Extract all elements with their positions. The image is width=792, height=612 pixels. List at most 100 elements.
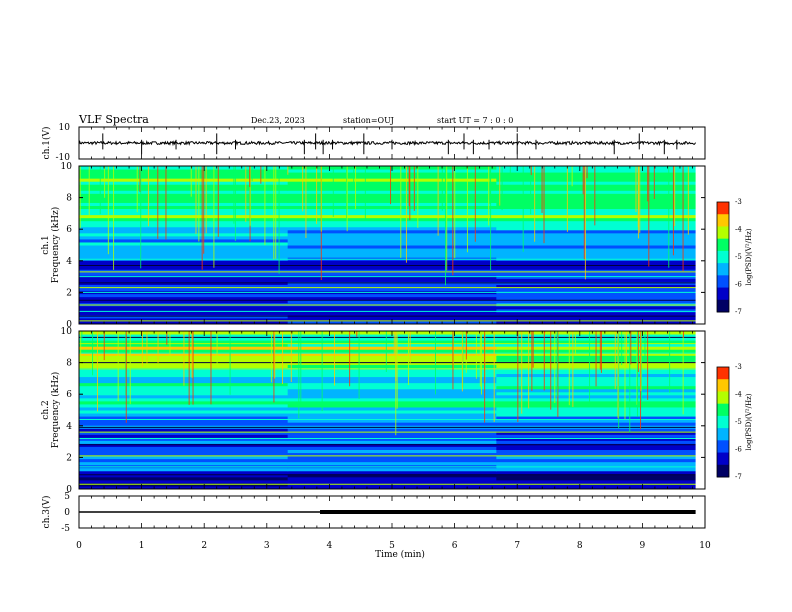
colorbar-segment bbox=[717, 379, 729, 392]
spectrogram-cell bbox=[79, 284, 289, 289]
ch3-ytick-top: 5 bbox=[64, 492, 70, 502]
y-tick-label: 2 bbox=[66, 453, 72, 463]
spectrogram-nodata bbox=[695, 166, 705, 324]
ch1-spec-ylabel-channel: ch.1 bbox=[41, 235, 51, 254]
spectrogram-cell bbox=[496, 355, 706, 359]
spectrogram-cell bbox=[287, 220, 497, 225]
spectrogram-cell bbox=[79, 391, 289, 396]
x-tick-label: 3 bbox=[264, 541, 270, 551]
spectrogram-cell bbox=[496, 440, 706, 444]
spectrogram-cell bbox=[496, 251, 706, 255]
spectrogram-cell bbox=[496, 434, 706, 438]
spectrogram-cell bbox=[287, 403, 497, 408]
spectrogram-cell bbox=[496, 431, 706, 435]
spectrogram-cell bbox=[496, 287, 706, 292]
spectrogram-cell bbox=[496, 476, 706, 481]
spectrogram-cell bbox=[496, 394, 706, 399]
ch3-ytick-bottom: -5 bbox=[61, 524, 70, 534]
spectrogram-cell bbox=[287, 391, 497, 396]
spectrogram-cell bbox=[496, 181, 706, 185]
y-tick-label: 0 bbox=[66, 320, 72, 330]
spectrogram-cell bbox=[287, 269, 497, 273]
spectrogram-cell bbox=[496, 379, 706, 384]
spectrogram-nodata bbox=[695, 331, 705, 489]
spectrogram-cell bbox=[287, 428, 497, 432]
spectrogram-cell bbox=[79, 413, 289, 417]
spectrogram-cell bbox=[79, 260, 289, 264]
spectrogram-cell bbox=[496, 413, 706, 417]
spectrogram-cell bbox=[496, 364, 706, 368]
spectrogram-cell bbox=[496, 331, 706, 335]
spectrogram-cell bbox=[496, 311, 706, 316]
colorbar-tick-label: -3 bbox=[735, 363, 742, 371]
spectrogram-cell bbox=[496, 308, 706, 313]
ch2-colorbar: -3 -4 -5 -6 -7 log(PSD)(V²/Hz) bbox=[716, 363, 753, 481]
spectrogram-cell bbox=[496, 343, 706, 347]
y-tick-label: 6 bbox=[66, 390, 72, 400]
spectrogram-cell bbox=[79, 317, 289, 322]
x-axis-tick-labels: 0 1 2 3 4 5 6 7 8 9 10 bbox=[76, 541, 711, 551]
spectrogram-cell bbox=[287, 214, 497, 219]
spectrogram-cell bbox=[496, 193, 706, 197]
spectrogram-cell bbox=[287, 376, 497, 381]
spectrogram-cell bbox=[79, 226, 289, 231]
x-tick-label: 10 bbox=[699, 541, 711, 551]
colorbar-segment bbox=[717, 287, 729, 301]
spectrogram-cell bbox=[496, 449, 706, 454]
spectrogram-cell bbox=[287, 296, 497, 301]
spectrogram-cell bbox=[287, 461, 497, 466]
y-tick-label: 10 bbox=[61, 162, 73, 172]
spectrogram-cell bbox=[79, 452, 289, 457]
ch1-waveform-line bbox=[78, 139, 697, 147]
spectrogram-cell bbox=[79, 473, 289, 478]
colorbar-frame bbox=[716, 366, 730, 478]
ch2-spectrogram-image bbox=[79, 331, 706, 490]
x-tick-label: 0 bbox=[76, 541, 82, 551]
spectrogram-cell bbox=[496, 419, 706, 423]
colorbar-segment bbox=[717, 226, 729, 240]
spectrogram-cell bbox=[287, 452, 497, 457]
spectrogram-cell bbox=[79, 248, 289, 252]
spectrogram-cell bbox=[287, 458, 497, 463]
spectrogram-cell bbox=[79, 172, 289, 176]
colorbar-segment bbox=[717, 391, 729, 405]
spectrogram-cell bbox=[79, 397, 289, 402]
spectrogram-cell bbox=[496, 220, 706, 225]
colorbar-segment bbox=[717, 415, 729, 429]
spectrogram-cell bbox=[79, 296, 289, 301]
spectrogram-cell bbox=[79, 293, 289, 298]
colorbar-tick-label: -5 bbox=[735, 253, 742, 261]
spectrogram-cell bbox=[496, 272, 706, 276]
ch1-spec-yticks: 0 2 4 6 8 10 bbox=[61, 162, 705, 330]
spectrogram-cell bbox=[287, 229, 497, 234]
spectrogram-cell bbox=[287, 446, 497, 450]
date-label: Dec.23, 2023 bbox=[251, 116, 305, 125]
y-tick-label: 2 bbox=[66, 288, 72, 298]
spectrogram-cell bbox=[496, 446, 706, 450]
colorbar-segment bbox=[717, 214, 729, 227]
spectrogram-cell bbox=[287, 416, 497, 420]
spectrogram-cell bbox=[287, 373, 497, 378]
y-tick-label: 4 bbox=[66, 422, 72, 432]
spectrogram-cell bbox=[79, 232, 289, 237]
spectrogram-cell bbox=[496, 208, 706, 213]
ch2-spec-ylabel-channel: ch.2 bbox=[41, 400, 51, 419]
spectrogram-cell bbox=[287, 238, 497, 243]
spectrogram-cell bbox=[496, 187, 706, 191]
spectrogram-cell bbox=[496, 388, 706, 393]
colorbar-label: log(PSD)(V²/Hz) bbox=[745, 393, 753, 450]
spectrogram-cell bbox=[496, 166, 706, 170]
spectrogram-cell bbox=[496, 223, 706, 228]
spectrogram-cell bbox=[79, 205, 289, 210]
spectrogram-cell bbox=[287, 422, 497, 426]
spectrogram-cell bbox=[287, 434, 497, 438]
spectrogram-cell bbox=[496, 337, 706, 341]
y-tick-label: 0 bbox=[66, 485, 72, 495]
spectrogram-cell bbox=[496, 229, 706, 234]
spectrogram-cell bbox=[79, 202, 289, 206]
colorbar-segment bbox=[717, 250, 729, 264]
ch1-spikes bbox=[102, 133, 678, 155]
spectrogram-cell bbox=[79, 422, 289, 426]
spectrogram-cell bbox=[496, 254, 706, 258]
spectrogram-cell bbox=[79, 476, 289, 481]
